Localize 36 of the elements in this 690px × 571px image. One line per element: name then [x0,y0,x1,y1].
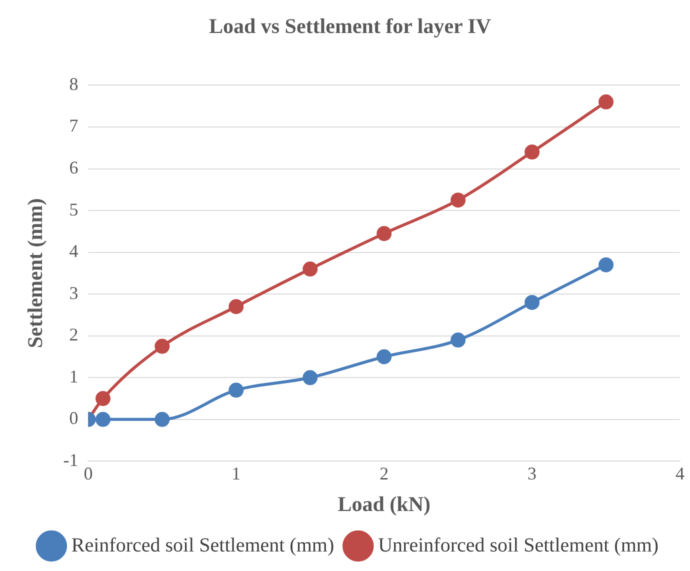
point [450,332,466,348]
point [598,94,614,110]
y-tick-label: 6 [69,157,78,178]
y-tick-label: 5 [69,199,78,220]
x-tick-label: 4 [676,464,684,484]
y-axis-title: Settlement (mm) [23,198,48,348]
point [450,192,466,208]
point [524,294,540,310]
point [302,370,318,386]
x-tick-label: 2 [380,464,389,484]
y-tick-label: 1 [69,366,78,386]
x-axis-title: Load (kN) [338,492,430,516]
point [598,257,614,272]
point [228,382,244,398]
point [376,349,392,364]
y-tick-label: 7 [69,116,78,136]
point [95,412,110,427]
y-tick-label: 4 [69,241,78,262]
point [524,144,540,160]
legend-label: Reinforced soil Settlement (mm) [71,534,334,556]
chart-title: Load vs Settlement for layer IV [208,14,492,38]
x-tick-label: 0 [84,464,93,484]
y-tick-label: 0 [69,408,78,428]
y-tick-label: -1 [63,450,78,470]
point [228,299,244,314]
y-tick-label: 8 [69,74,78,94]
legend-label: Unreinforced soil Settlement (mm) [378,534,659,556]
x-tick-label: 1 [232,464,241,484]
y-tick-label: 3 [69,282,78,303]
point [154,338,170,354]
y-tick-label: 2 [69,324,78,345]
point [302,262,318,277]
point [376,226,392,242]
x-tick-label: 3 [528,464,537,484]
point [154,412,170,427]
point [95,391,110,406]
